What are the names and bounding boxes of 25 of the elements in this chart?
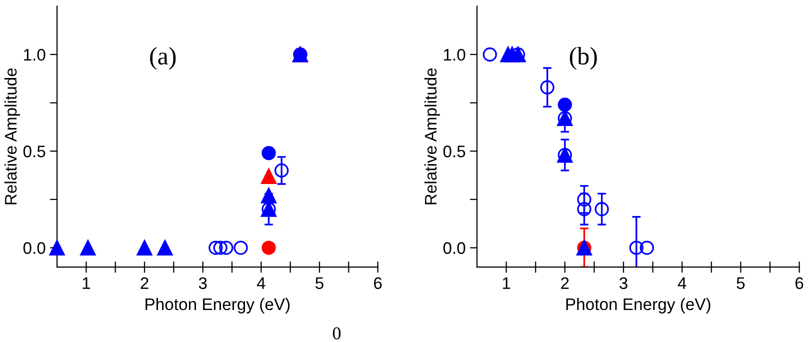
y-tick-label: 1.0: [444, 48, 466, 61]
annotation: (b): [570, 47, 597, 70]
x-tick-label: 5: [736, 277, 745, 290]
y-tick-label: 0.0: [443, 242, 466, 254]
y-tick-label: 0.5: [23, 146, 46, 158]
x-tick-label: 4: [678, 277, 686, 289]
annotation: (a): [150, 47, 176, 70]
x-tick-label: 3: [198, 277, 207, 290]
x-axis-title: Photon Energy (eV): [566, 298, 710, 314]
y-tick-label: 0.0: [23, 242, 46, 254]
x-tick-label: 1: [502, 277, 510, 289]
x-tick-label: 4: [256, 277, 266, 289]
x-tick-label: 5: [316, 277, 324, 290]
text: 0: [332, 327, 341, 340]
x-tick-label: 3: [619, 277, 628, 290]
y-axis-title: Relative Amplitude: [4, 68, 20, 204]
x-axis-title: Photon Energy (eV): [146, 298, 290, 314]
y-axis-title: Relative Amplitude: [424, 68, 440, 204]
y-tick-label: 0.5: [443, 146, 466, 158]
x-tick-label: 6: [374, 277, 382, 290]
x-tick-label: 2: [561, 277, 569, 289]
x-tick-label: 6: [796, 277, 804, 290]
x-tick-label: 2: [140, 277, 148, 289]
x-tick-label: 1: [82, 277, 90, 289]
y-tick-label: 1.0: [24, 48, 46, 61]
